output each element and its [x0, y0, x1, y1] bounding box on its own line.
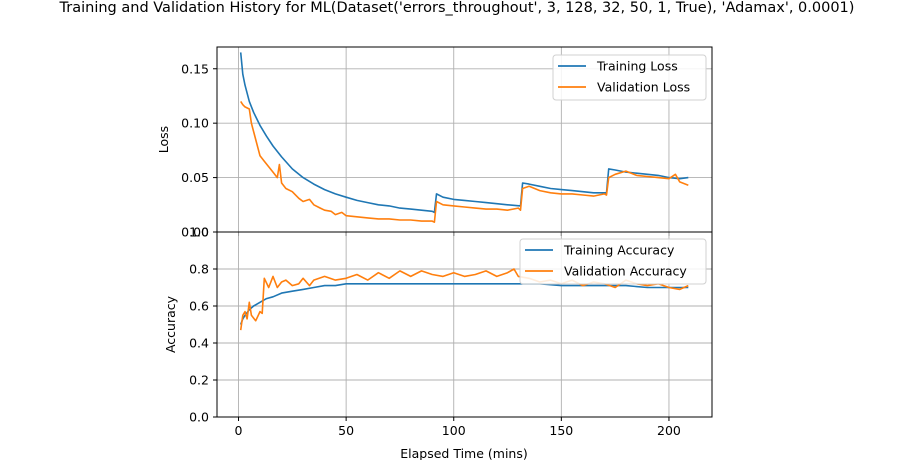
y-tick-label: 0.05: [181, 170, 209, 185]
y-tick-label: 1.0: [189, 225, 209, 240]
y-tick-label: 0.8: [189, 262, 209, 277]
y-tick-label: 0.2: [189, 373, 209, 388]
panel-accuracy: 0.0 0.2 0.4 0.6 0.8 1.0 0 50 100 150 200 Accuracy Tr…: [163, 225, 713, 438]
legend-entry: Training Loss: [596, 59, 678, 74]
legend-box: [552, 54, 707, 101]
legend-entry: Validation Accuracy: [564, 264, 687, 279]
chart-title: Training and Validation History for ML(D…: [59, 0, 855, 16]
series-line-validation-loss: [240, 100, 689, 223]
series-line-training-loss: [239, 52, 689, 214]
x-tick-label: 50: [338, 423, 354, 438]
y-tick-label: 0.4: [189, 336, 209, 351]
legend: Training Loss Validation Loss: [552, 54, 707, 101]
plot-frame: [216, 231, 713, 418]
x-tick-label: 0: [235, 423, 243, 438]
y-tick-label: 0.10: [181, 116, 209, 131]
legend: Training Accuracy Validation Accuracy: [519, 238, 707, 285]
x-axis-label: Elapsed Time (mins): [400, 446, 527, 460]
y-axis-label: Accuracy: [163, 295, 178, 353]
y-tick-label: 0.00: [181, 225, 209, 240]
legend-box: [519, 238, 707, 285]
y-tick-label: 0.6: [189, 299, 209, 314]
y-tick-label: 0.0: [189, 410, 209, 425]
y-axis-label: Loss: [156, 126, 171, 153]
x-tick-label: 150: [549, 423, 573, 438]
x-tick-label: 200: [657, 423, 681, 438]
panel-loss: 0.00 0.05 0.10 0.15 Loss Training Loss Validat…: [156, 46, 713, 240]
x-tick-label: 100: [442, 423, 466, 438]
y-tick-label: 0.15: [181, 61, 209, 76]
legend-entry: Training Accuracy: [563, 243, 675, 258]
series-line-training-accuracy: [239, 282, 689, 325]
legend-entry: Validation Loss: [597, 80, 690, 95]
